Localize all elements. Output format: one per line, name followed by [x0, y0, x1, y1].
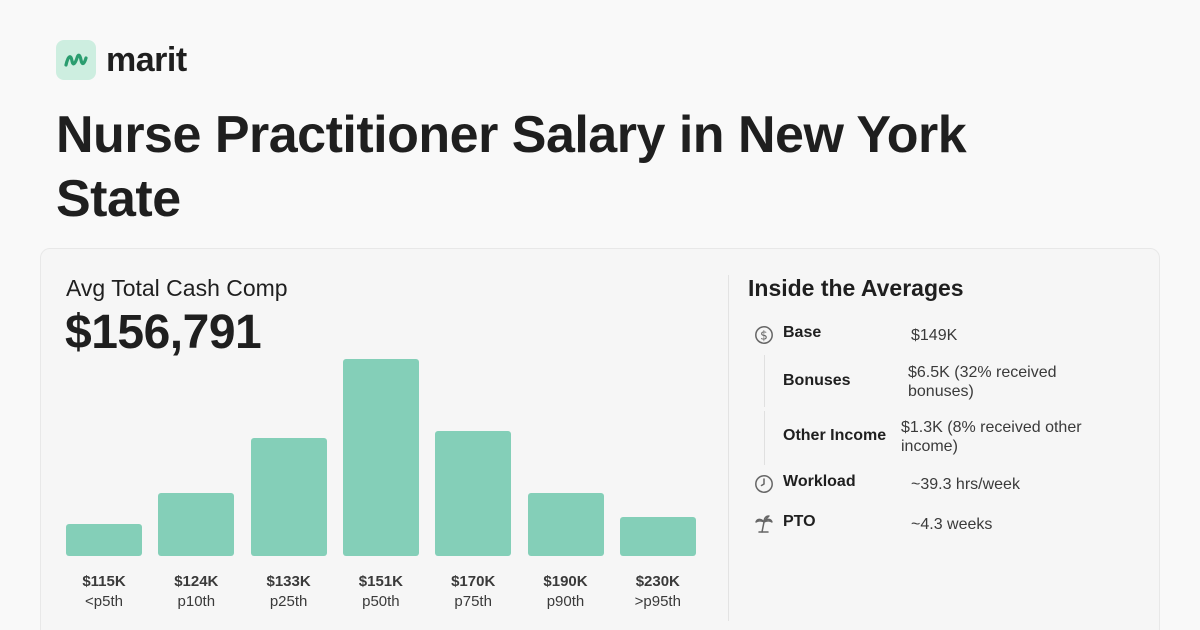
- comp-value: $156,791: [65, 306, 262, 359]
- page-title: Nurse Practitioner Salary in New York St…: [56, 106, 967, 228]
- bar-value-label: $115K: [82, 573, 126, 590]
- row-value: ~39.3 hrs/week: [911, 476, 1020, 493]
- row-pto: PTO: [753, 513, 816, 535]
- bar-category-label: <p5th: [85, 593, 123, 610]
- chart-bar[interactable]: [435, 431, 512, 556]
- bar-category-label: p90th: [546, 593, 585, 610]
- bar-category-label: >p95th: [634, 593, 681, 610]
- salary-distribution-chart: $115K <p5th $124K p10th $133K p25th $151K p50th…: [41, 249, 728, 630]
- row-bonuses: Bonuses: [783, 372, 851, 390]
- divider: [728, 275, 729, 621]
- bar-category-label: p75th: [454, 593, 492, 610]
- bar-category-label: p25th: [269, 593, 308, 610]
- row-value: $149K: [911, 327, 958, 344]
- row-base: $ Base: [753, 324, 821, 346]
- dollar-icon: $: [753, 324, 775, 346]
- bar-value-label: $170K: [451, 573, 496, 590]
- row-workload: Workload: [753, 473, 856, 495]
- clock-icon: [753, 473, 775, 495]
- chart-bar[interactable]: [250, 438, 327, 556]
- row-other-income: Other Income: [783, 427, 886, 445]
- marit-logo-icon: [56, 40, 96, 80]
- other-income-connector: [764, 411, 765, 465]
- row-value: $6.5K (32% received bonuses): [908, 364, 1057, 400]
- bar-value-label: $230K: [635, 573, 680, 590]
- bar-value-label: $124K: [174, 573, 219, 590]
- palm-tree-icon: [753, 513, 775, 535]
- row-value: $1.3K (8% received other income): [901, 419, 1082, 455]
- chart-bar[interactable]: [619, 517, 696, 556]
- bar-value-label: $133K: [266, 573, 311, 590]
- brand[interactable]: marit: [56, 40, 187, 80]
- row-label: Workload: [783, 473, 856, 490]
- comp-label: Avg Total Cash Comp: [66, 275, 288, 301]
- chart-bar[interactable]: [342, 359, 419, 556]
- bonus-connector: [764, 355, 765, 407]
- row-label: Base: [783, 324, 822, 341]
- chart-bar[interactable]: [66, 524, 142, 556]
- brand-name: marit: [106, 41, 187, 79]
- averages-title: Inside the Averages: [748, 275, 964, 301]
- row-label: Other Income: [783, 427, 887, 444]
- svg-text:$: $: [760, 328, 768, 342]
- row-label: PTO: [783, 513, 816, 530]
- row-value: ~4.3 weeks: [911, 516, 993, 533]
- bar-value-label: $190K: [543, 573, 588, 590]
- chart-bar[interactable]: [158, 493, 235, 556]
- salary-card: $115K <p5th $124K p10th $133K p25th $151K p50th…: [40, 248, 1160, 630]
- chart-bar[interactable]: [527, 493, 604, 556]
- bar-value-label: $151K: [358, 573, 403, 590]
- bar-category-label: p10th: [177, 593, 216, 610]
- row-label: Bonuses: [783, 372, 851, 389]
- bar-category-label: p50th: [362, 593, 400, 610]
